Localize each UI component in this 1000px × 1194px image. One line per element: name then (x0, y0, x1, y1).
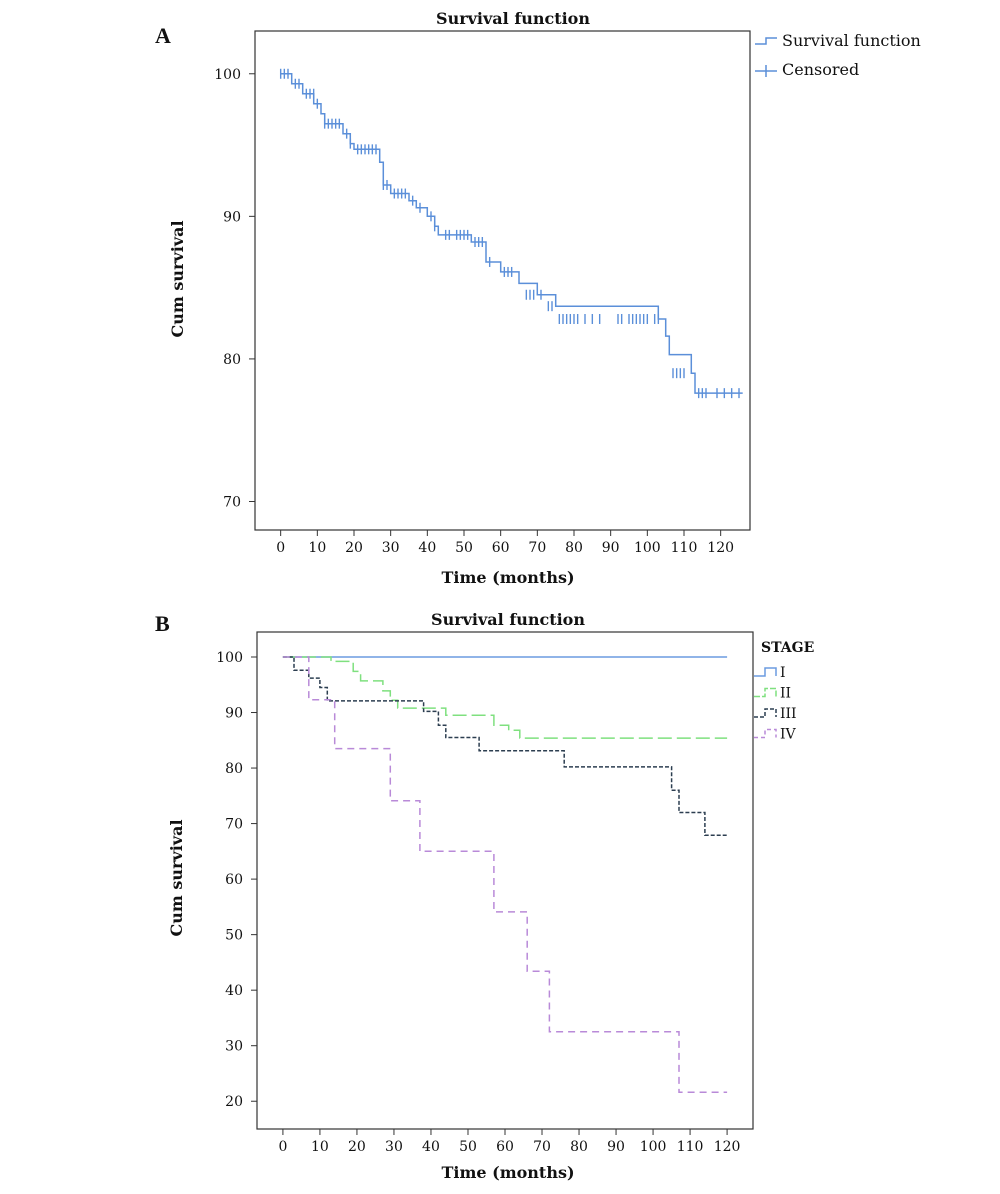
panel-b-series (282, 656, 728, 1094)
x-tick-label: 90 (602, 540, 620, 556)
x-tick-label: 30 (382, 540, 400, 556)
panel-a-series (280, 73, 743, 394)
legend-swatch-iv (754, 728, 777, 739)
y-tick-label: 60 (225, 872, 243, 888)
panel-a-title: Survival function (436, 9, 590, 28)
y-tick-label: 100 (214, 67, 241, 83)
panel-a-censor-marks (279, 68, 740, 399)
x-tick-label: 80 (565, 540, 583, 556)
x-tick-label: 60 (492, 540, 510, 556)
y-tick-label: 90 (223, 209, 241, 225)
x-tick-label: 30 (385, 1139, 403, 1155)
legend-survival-function-swatch (755, 37, 777, 45)
x-tick-label: 80 (570, 1139, 588, 1155)
y-tick-label: 80 (225, 761, 243, 777)
panel-a-axes: 0 10 20 30 40 50 60 70 80 90 100 110 120 70 80 90 100 (214, 67, 734, 556)
x-tick-label: 120 (714, 1139, 741, 1155)
x-tick-label: 90 (607, 1139, 625, 1155)
panel-a-plot-frame (254, 30, 751, 531)
panel-a-legend: Survival function Censored (755, 31, 921, 79)
y-tick-label: 50 (225, 928, 243, 944)
legend-swatch-iii (754, 708, 777, 718)
y-tick-label: 70 (223, 494, 241, 510)
x-tick-label: 100 (634, 540, 661, 556)
panel-a: A Survival function Cum survival Time (m… (155, 9, 921, 587)
series-line-iv (282, 656, 728, 1094)
panel-b: B Survival function Cum survival Time (m… (155, 610, 814, 1182)
y-tick-label: 80 (223, 352, 241, 368)
legend-label-iv: IV (780, 727, 797, 743)
legend-stage-title: STAGE (761, 640, 814, 656)
panel-a-x-axis-title: Time (months) (441, 568, 574, 587)
x-tick-label: 70 (528, 540, 546, 556)
y-tick-label: 40 (225, 983, 243, 999)
x-tick-label: 120 (707, 540, 734, 556)
panel-b-label: B (155, 611, 170, 636)
y-tick-label: 30 (225, 1039, 243, 1055)
y-tick-label: 100 (216, 650, 243, 666)
x-tick-label: 20 (348, 1139, 366, 1155)
panel-a-y-axis-title: Cum survival (168, 220, 187, 337)
legend-swatch-ii (754, 687, 777, 698)
x-tick-label: 110 (677, 1139, 704, 1155)
y-tick-label: 20 (225, 1094, 243, 1110)
series-line-survival-function (280, 73, 743, 394)
x-tick-label: 110 (671, 540, 698, 556)
x-tick-label: 10 (311, 1139, 329, 1155)
panel-b-title: Survival function (431, 610, 585, 629)
legend-label-ii: II (780, 686, 791, 702)
x-tick-label: 20 (345, 540, 363, 556)
x-tick-label: 70 (533, 1139, 551, 1155)
x-tick-label: 50 (455, 540, 473, 556)
x-tick-label: 40 (418, 540, 436, 556)
panel-b-x-axis-title: Time (months) (441, 1163, 574, 1182)
legend-censored-label: Censored (782, 60, 859, 79)
y-tick-label: 70 (225, 817, 243, 833)
x-tick-label: 40 (422, 1139, 440, 1155)
x-tick-label: 0 (276, 540, 285, 556)
legend-label-iii: III (780, 706, 797, 722)
x-tick-label: 50 (459, 1139, 477, 1155)
x-tick-label: 60 (496, 1139, 514, 1155)
panel-b-y-axis-title: Cum survival (167, 819, 186, 936)
legend-swatch-i (754, 667, 777, 677)
x-tick-label: 10 (308, 540, 326, 556)
x-tick-label: 100 (640, 1139, 667, 1155)
y-tick-label: 90 (225, 706, 243, 722)
legend-survival-function-label: Survival function (782, 31, 921, 50)
legend-censored-swatch (755, 65, 777, 77)
panel-b-axes: 0 10 20 30 40 50 60 70 80 90 100 110 120 20 30 40 50 60 70… (216, 650, 740, 1155)
series-line-ii (282, 656, 728, 739)
panel-a-label: A (155, 23, 171, 48)
series-line-iii (282, 656, 728, 836)
legend-label-i: I (780, 665, 786, 681)
x-tick-label: 0 (278, 1139, 287, 1155)
